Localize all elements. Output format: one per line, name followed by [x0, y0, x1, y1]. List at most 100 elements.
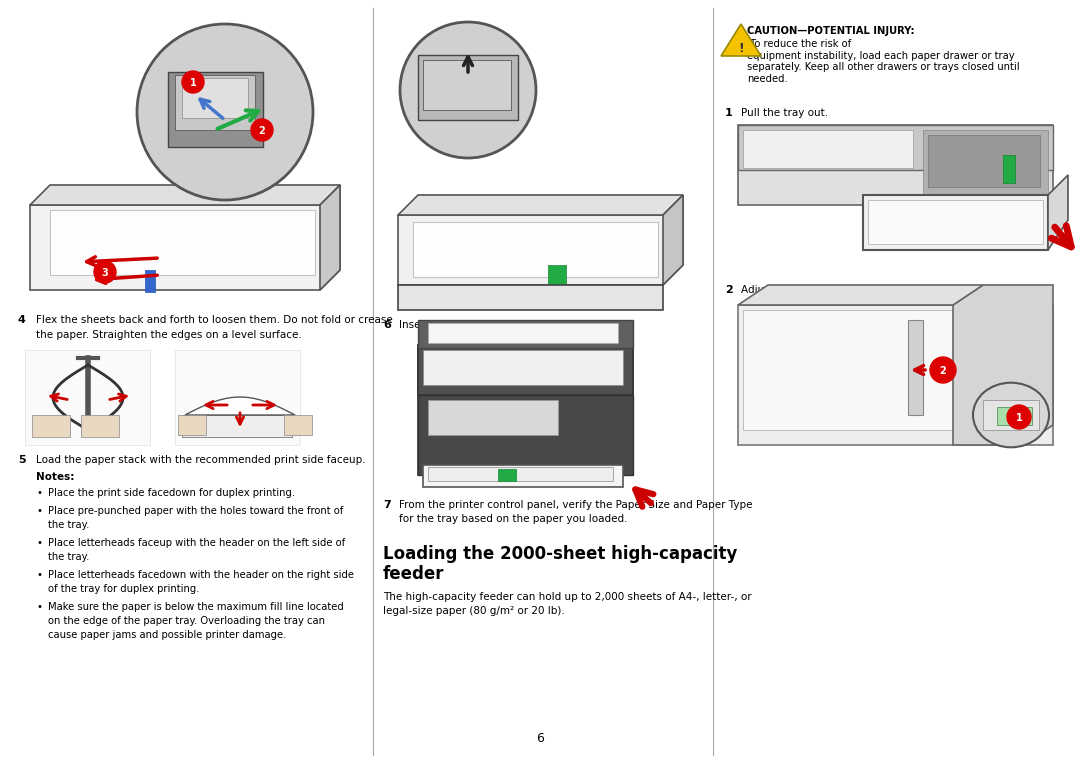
Text: cause paper jams and possible printer damage.: cause paper jams and possible printer da…	[48, 630, 286, 640]
Text: Place the print side facedown for duplex printing.: Place the print side facedown for duplex…	[48, 488, 295, 498]
Polygon shape	[1048, 175, 1068, 250]
Polygon shape	[663, 195, 683, 285]
Text: •: •	[36, 506, 42, 516]
Bar	[928, 135, 1040, 187]
Text: on the edge of the paper tray. Overloading the tray can: on the edge of the paper tray. Overloadi…	[48, 616, 325, 626]
Bar	[428, 467, 613, 481]
Bar	[418, 55, 518, 120]
Text: •: •	[36, 570, 42, 580]
Bar	[32, 415, 70, 437]
Polygon shape	[738, 285, 983, 305]
Bar	[145, 270, 156, 292]
Text: legal-size paper (80 g/m² or 20 lb).: legal-size paper (80 g/m² or 20 lb).	[383, 606, 565, 616]
Text: 1: 1	[725, 108, 732, 118]
Polygon shape	[320, 185, 340, 290]
Text: the paper. Straighten the edges on a level surface.: the paper. Straighten the edges on a lev…	[36, 330, 301, 340]
Text: Notes:: Notes:	[36, 472, 75, 482]
Ellipse shape	[137, 24, 313, 200]
Text: the tray.: the tray.	[48, 520, 90, 530]
Ellipse shape	[400, 22, 536, 158]
Text: •: •	[36, 538, 42, 548]
Bar	[81, 415, 119, 437]
Text: 7: 7	[383, 500, 391, 510]
Text: 6: 6	[383, 320, 391, 330]
Text: Make sure the paper is below the maximum fill line located: Make sure the paper is below the maximum…	[48, 602, 343, 612]
Ellipse shape	[973, 383, 1049, 447]
Bar	[428, 400, 558, 435]
Polygon shape	[953, 285, 1053, 445]
Bar	[168, 72, 264, 147]
Text: 5: 5	[18, 455, 26, 465]
Bar	[1003, 155, 1015, 183]
Bar	[423, 60, 511, 110]
Text: 2: 2	[940, 366, 946, 376]
Bar	[863, 195, 1048, 250]
Bar	[413, 222, 658, 277]
Bar	[175, 75, 255, 130]
Bar	[418, 345, 633, 475]
Text: 6: 6	[536, 732, 544, 745]
Polygon shape	[185, 397, 295, 415]
Text: !: !	[738, 41, 744, 54]
Bar	[743, 130, 913, 168]
Circle shape	[94, 261, 116, 283]
Circle shape	[930, 357, 956, 383]
Bar	[25, 350, 150, 445]
Polygon shape	[721, 24, 761, 56]
Bar	[183, 78, 248, 118]
Circle shape	[1007, 405, 1031, 429]
Text: 1: 1	[190, 78, 197, 88]
Bar	[178, 415, 206, 435]
Text: Place pre-punched paper with the holes toward the front of: Place pre-punched paper with the holes t…	[48, 506, 343, 516]
Text: of the tray for duplex printing.: of the tray for duplex printing.	[48, 584, 200, 594]
Bar	[175, 350, 300, 445]
Bar	[983, 400, 1039, 430]
Text: 1: 1	[1015, 413, 1023, 423]
Text: the tray.: the tray.	[48, 552, 90, 562]
Polygon shape	[30, 185, 340, 205]
Bar	[498, 469, 516, 481]
Bar	[418, 395, 633, 475]
Text: The high-capacity feeder can hold up to 2,000 sheets of A4-, letter-, or: The high-capacity feeder can hold up to …	[383, 592, 752, 602]
Text: 3: 3	[102, 268, 108, 278]
Text: From the printer control panel, verify the Paper Size and Paper Type: From the printer control panel, verify t…	[399, 500, 753, 510]
Bar	[738, 305, 1053, 445]
Text: Place letterheads faceup with the header on the left side of: Place letterheads faceup with the header…	[48, 538, 346, 548]
Bar	[997, 407, 1032, 425]
Bar	[399, 285, 663, 310]
Text: Pull the tray out.: Pull the tray out.	[741, 108, 828, 118]
Text: •: •	[36, 602, 42, 612]
Polygon shape	[399, 195, 683, 215]
Bar	[868, 200, 1043, 244]
Text: Load the paper stack with the recommended print side faceup.: Load the paper stack with the recommende…	[36, 455, 366, 465]
Bar	[923, 130, 1048, 195]
Text: Place letterheads facedown with the header on the right side: Place letterheads facedown with the head…	[48, 570, 354, 580]
Bar	[738, 125, 1053, 170]
Text: Adjust the width guide as necessary.: Adjust the width guide as necessary.	[741, 285, 932, 295]
Bar	[284, 415, 312, 435]
Text: for the tray based on the paper you loaded.: for the tray based on the paper you load…	[399, 514, 627, 524]
Text: To reduce the risk of
equipment instability, load each paper drawer or tray
sepa: To reduce the risk of equipment instabil…	[747, 39, 1020, 84]
Text: Loading the 2000-sheet high-capacity: Loading the 2000-sheet high-capacity	[383, 545, 738, 563]
Text: CAUTION—POTENTIAL INJURY:: CAUTION—POTENTIAL INJURY:	[747, 26, 915, 36]
Circle shape	[251, 119, 273, 141]
Text: 2: 2	[725, 285, 732, 295]
Bar	[50, 210, 315, 275]
Bar	[428, 323, 618, 343]
Bar	[423, 465, 623, 487]
Polygon shape	[399, 195, 683, 285]
Text: 4: 4	[18, 315, 26, 325]
Bar	[738, 125, 1053, 205]
Bar	[548, 265, 566, 287]
Bar	[743, 310, 953, 430]
Bar	[418, 320, 633, 348]
Polygon shape	[30, 185, 340, 290]
Text: feeder: feeder	[383, 565, 445, 583]
Bar	[183, 415, 292, 437]
Text: •: •	[36, 488, 42, 498]
Bar	[418, 345, 633, 395]
Bar	[908, 320, 923, 415]
Bar	[423, 350, 623, 385]
Text: Insert the tray.: Insert the tray.	[399, 320, 475, 330]
Text: Flex the sheets back and forth to loosen them. Do not fold or crease: Flex the sheets back and forth to loosen…	[36, 315, 393, 325]
